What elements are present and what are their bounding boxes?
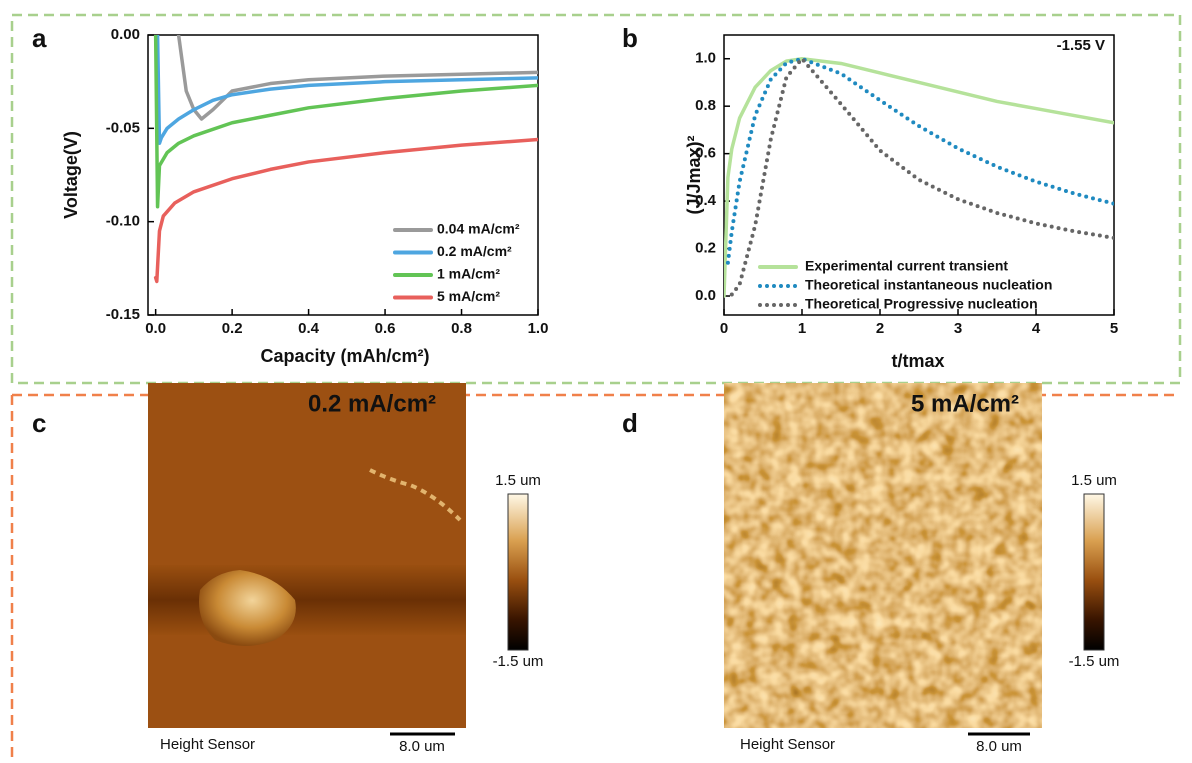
colorbar-max: 1.5 um	[1071, 472, 1117, 489]
plot-area	[724, 56, 1114, 298]
series-line	[155, 35, 538, 146]
image-caption: Height Sensor	[740, 736, 835, 753]
x-tick-label: 0.8	[451, 320, 472, 337]
x-tick-label: 0.0	[145, 320, 166, 337]
y-tick-label: 0.8	[695, 97, 716, 114]
y-axis-title: (J/Jmax)²	[684, 135, 704, 214]
scale-bar-label: 8.0 um	[399, 738, 445, 755]
legend-label: Experimental current transient	[805, 258, 1008, 274]
scale-bar-label: 8.0 um	[976, 738, 1022, 755]
panel-label: c	[32, 408, 46, 438]
x-tick-label: 0.4	[298, 320, 320, 337]
image-title: 5 mA/cm²	[911, 390, 1019, 417]
legend-label: 0.04 mA/cm²	[437, 221, 520, 237]
y-tick-label: 0.0	[695, 287, 716, 304]
y-tick-label: -0.15	[106, 306, 140, 323]
x-tick-label: 1.0	[528, 320, 549, 337]
afm-image	[724, 383, 1042, 728]
x-tick-label: 0	[720, 320, 728, 337]
series-line	[724, 56, 1114, 298]
y-tick-label: 0.00	[111, 26, 140, 43]
colorbar-min: -1.5 um	[1069, 653, 1120, 670]
series-line	[153, 137, 538, 284]
panel-label: d	[622, 408, 638, 438]
x-tick-label: 2	[876, 320, 884, 337]
afm-image	[148, 383, 466, 728]
series-line	[176, 35, 538, 121]
y-tick-label: 0.2	[695, 240, 716, 257]
series-line	[725, 56, 1114, 265]
y-tick-label: 0.4	[695, 192, 717, 209]
colorbar-min: -1.5 um	[493, 653, 544, 670]
panel-label: a	[32, 23, 47, 53]
legend-label: Theoretical Progressive nucleation	[805, 296, 1038, 312]
series-line	[729, 56, 1114, 297]
y-axis-title: Voltage(V)	[61, 131, 81, 219]
y-tick-label: -0.05	[106, 119, 140, 136]
plot-frame	[147, 34, 539, 316]
series-line	[153, 35, 538, 209]
x-tick-label: 4	[1032, 320, 1041, 337]
x-axis-title: Capacity (mAh/cm²)	[260, 346, 429, 366]
x-axis-title: t/tmax	[891, 351, 944, 371]
legend-label: 5 mA/cm²	[437, 288, 500, 304]
plot-frame	[723, 34, 1115, 316]
y-tick-label: 0.6	[695, 145, 716, 162]
panel-border	[10, 13, 1182, 385]
image-caption: Height Sensor	[160, 736, 255, 753]
legend-label: 1 mA/cm²	[437, 266, 500, 282]
plot-area	[153, 35, 538, 284]
x-tick-label: 1	[798, 320, 806, 337]
x-tick-label: 0.6	[375, 320, 396, 337]
colorbar-max: 1.5 um	[495, 472, 541, 489]
image-title: 0.2 mA/cm²	[308, 390, 436, 417]
annotation: -1.55 V	[1057, 37, 1105, 54]
x-tick-label: 5	[1110, 320, 1118, 337]
y-tick-label: 1.0	[695, 50, 716, 67]
legend-label: Theoretical instantaneous nucleation	[805, 277, 1052, 293]
colorbar	[507, 493, 529, 651]
panel-label: b	[622, 23, 638, 53]
x-tick-label: 3	[954, 320, 962, 337]
x-tick-label: 0.2	[222, 320, 243, 337]
legend-label: 0.2 mA/cm²	[437, 243, 512, 259]
colorbar	[1083, 493, 1105, 651]
y-tick-label: -0.10	[106, 213, 140, 230]
